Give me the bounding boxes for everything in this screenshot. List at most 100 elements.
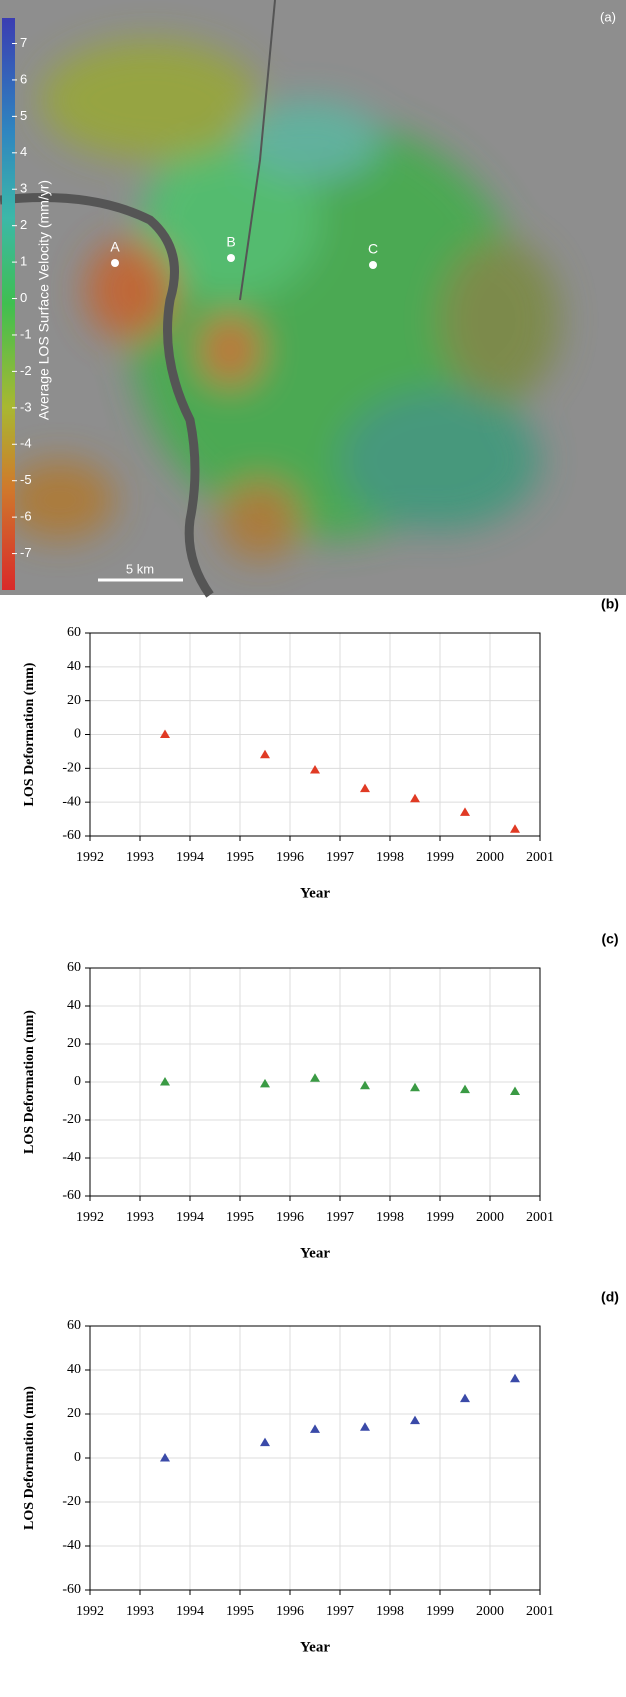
y-tick-label: 20 (67, 1036, 81, 1051)
x-tick-label: 1998 (376, 1210, 404, 1225)
x-tick-label: 1994 (176, 850, 204, 865)
x-tick-label: 1995 (226, 850, 254, 865)
colorbar-tick-label: 0 (20, 290, 27, 305)
x-tick-label: 1995 (226, 1604, 254, 1619)
x-tick-label: 1997 (326, 1210, 354, 1225)
colorbar-tick-label: 5 (20, 108, 27, 123)
x-tick-label: 1992 (76, 1210, 104, 1225)
site-marker (111, 259, 119, 267)
data-point (510, 1373, 520, 1383)
x-tick-label: 1993 (126, 1210, 154, 1225)
panel-label: (c) (601, 931, 618, 947)
x-tick-label: 2001 (526, 850, 554, 865)
y-tick-label: -20 (62, 1494, 81, 1509)
data-point (160, 1453, 170, 1462)
data-point (410, 1082, 420, 1092)
data-point (310, 1073, 320, 1082)
y-tick-label: -60 (62, 1582, 81, 1597)
x-tick-label: 1999 (426, 1210, 454, 1225)
colorbar-tick-label: -3 (20, 399, 32, 414)
y-tick-label: -60 (62, 828, 81, 843)
site-label: B (226, 234, 235, 250)
x-tick-label: 1994 (176, 1210, 204, 1225)
colorbar-tick-label: 6 (20, 71, 27, 86)
colorbar-label: Average LOS Surface Velocity (mm/yr) (36, 180, 52, 420)
scale-label: 5 km (126, 561, 154, 576)
data-point (410, 1415, 420, 1425)
plot-frame (89, 1325, 541, 1591)
y-tick-label: 0 (74, 727, 81, 742)
data-point (360, 783, 370, 793)
y-tick-label: 60 (67, 960, 81, 975)
data-point (160, 1077, 170, 1086)
colorbar-tick-label: 2 (20, 217, 27, 232)
x-tick-label: 1997 (326, 850, 354, 865)
x-tick-label: 2001 (526, 1210, 554, 1225)
y-tick-label: -20 (62, 761, 81, 776)
x-tick-label: 1992 (76, 1604, 104, 1619)
x-tick-label: 1995 (226, 1210, 254, 1225)
map-image (0, 0, 626, 598)
site-marker (369, 261, 377, 269)
x-tick-label: 1996 (276, 1210, 304, 1225)
x-tick-label: 1993 (126, 850, 154, 865)
y-tick-label: 40 (67, 1362, 81, 1377)
data-point (160, 729, 170, 738)
colorbar-tick-label: -7 (20, 545, 32, 560)
colorbar (2, 18, 15, 590)
x-tick-label: 1999 (426, 1604, 454, 1619)
x-tick-label: 1993 (126, 1604, 154, 1619)
site-marker (227, 254, 235, 262)
x-axis-title: Year (300, 1245, 330, 1261)
x-tick-label: 2001 (526, 1604, 554, 1619)
data-point (360, 1080, 370, 1090)
colorbar-tick-label: 3 (20, 181, 27, 196)
data-point (460, 807, 470, 816)
y-axis-title: LOS Deformation (mm) (22, 1010, 37, 1154)
colorbar-tick-label: -1 (20, 326, 32, 341)
x-axis-title: Year (300, 1639, 330, 1655)
y-tick-label: -40 (62, 1538, 81, 1553)
x-tick-label: 1997 (326, 1604, 354, 1619)
colorbar-tick-label: -4 (20, 436, 32, 451)
x-tick-label: 1998 (376, 1604, 404, 1619)
y-tick-label: 0 (74, 1074, 81, 1089)
site-label: A (110, 239, 120, 255)
y-tick-label: 20 (67, 693, 81, 708)
panel-label: (b) (601, 596, 619, 612)
data-point (460, 1084, 470, 1094)
x-tick-label: 1994 (176, 1604, 204, 1619)
y-tick-label: 60 (67, 1318, 81, 1333)
data-point (260, 749, 270, 759)
data-point (510, 824, 520, 833)
y-axis-title: LOS Deformation (mm) (22, 662, 37, 806)
x-tick-label: 2000 (476, 850, 504, 865)
y-tick-label: 20 (67, 1406, 81, 1421)
data-point (410, 793, 420, 803)
y-tick-label: -20 (62, 1112, 81, 1127)
data-point (260, 1437, 270, 1447)
data-point (260, 1078, 270, 1088)
y-tick-label: 0 (74, 1450, 81, 1465)
x-tick-label: 1992 (76, 850, 104, 865)
data-point (360, 1422, 370, 1431)
y-tick-label: 60 (67, 625, 81, 640)
y-tick-label: -40 (62, 1150, 81, 1165)
colorbar-tick-label: -2 (20, 363, 32, 378)
x-tick-label: 2000 (476, 1604, 504, 1619)
y-tick-label: 40 (67, 998, 81, 1013)
x-tick-label: 1996 (276, 850, 304, 865)
colorbar-tick-label: -6 (20, 509, 32, 524)
plot-frame (89, 632, 541, 837)
plot-frame (89, 967, 541, 1197)
colorbar-tick-label: 4 (20, 144, 27, 159)
x-tick-label: 1998 (376, 850, 404, 865)
site-label: C (368, 241, 378, 257)
data-point (510, 1086, 520, 1095)
colorbar-tick-label: -5 (20, 472, 32, 487)
panel-label: (a) (600, 9, 616, 24)
colorbar-tick-label: 7 (20, 35, 27, 50)
x-tick-label: 2000 (476, 1210, 504, 1225)
x-tick-label: 1996 (276, 1604, 304, 1619)
